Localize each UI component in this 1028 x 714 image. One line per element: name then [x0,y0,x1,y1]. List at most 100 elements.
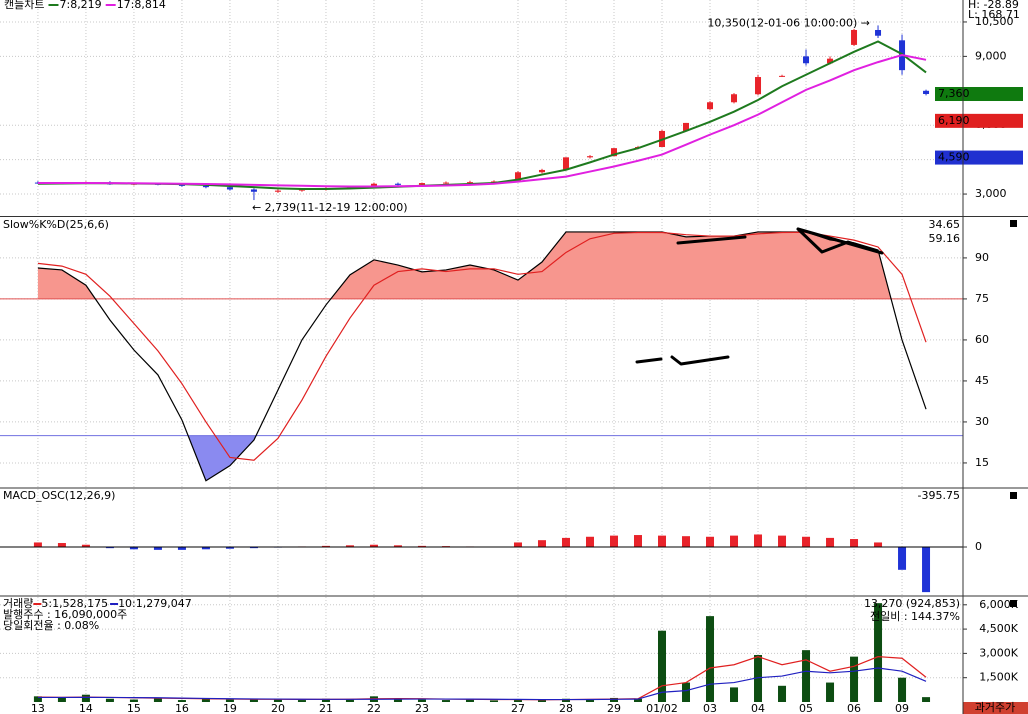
candle-body [226,187,233,190]
candle-body [466,182,473,184]
bar [465,699,474,702]
bar [177,700,186,702]
candle-body [827,58,834,64]
history-button-label[interactable]: 과거주가 [975,701,1015,714]
y-tick-label: 60 [975,333,989,346]
x-tick-label: 06 [847,702,861,714]
x-tick-label: 01/02 [646,702,678,714]
x-tick-label: 23 [415,702,429,714]
bar [682,536,691,548]
close-icon[interactable] [1010,492,1017,499]
candle-body [562,157,569,170]
x-tick-label: 03 [703,702,717,714]
candle-body [755,77,762,95]
info-text: 13,270 (924,853) [864,597,960,610]
info-text: 전일비 : 144.37% [870,609,960,623]
y-tick-label: 1,500K [979,671,1018,684]
bar [225,547,234,549]
x-tick-label: 19 [223,702,237,714]
bar [922,697,931,702]
bar [706,536,715,548]
candle-body [370,183,377,188]
panel: 0 MACD_OSC(12,26,9) -395.75 [0,489,982,593]
price-marker [935,113,1023,128]
bar [57,543,66,548]
bar [850,539,859,548]
bar [850,656,859,702]
bar [417,699,426,702]
y-tick-label: 3,000 [975,187,1007,200]
bar [129,547,138,550]
legend-label: 17:8,814 [117,0,166,11]
bar [826,682,835,702]
level-fill [37,435,927,481]
bar [393,699,402,702]
bar [129,699,138,702]
bar [609,697,618,702]
bar [81,544,90,548]
bar [633,698,642,702]
candle-body [731,94,738,103]
bar [874,603,883,702]
bar [898,547,907,570]
bar [417,545,426,548]
bar [922,547,931,593]
bar [201,547,210,550]
last-value: 34.65 [929,218,961,231]
bar [778,535,787,548]
x-tick-label: 04 [751,702,765,714]
bar [682,682,691,702]
price-marker-label: 7,360 [938,87,970,100]
bar [489,700,498,702]
x-tick-label: 05 [799,702,813,714]
hand-line [796,227,884,255]
bar [33,542,42,548]
bar [297,700,306,702]
history-button[interactable] [963,702,1028,714]
bar [898,677,907,702]
bar [874,542,883,548]
bar [369,544,378,548]
y-tick-label: 30 [975,415,989,428]
bar [105,698,114,702]
x-tick-label: 29 [607,702,621,714]
legend-label: 7:8,219 [59,0,101,11]
bar [730,535,739,548]
bar [802,536,811,548]
bar [537,699,546,702]
x-tick-label: 14 [79,702,93,714]
candle-body [875,29,882,36]
hand-drawings [635,227,884,366]
bar [585,536,594,548]
candle-body [418,183,425,185]
y-tick-label: 6,000K [979,598,1018,611]
bar [345,699,354,702]
x-tick-label: 21 [319,702,333,714]
bar [57,697,66,702]
close-icon[interactable] [1010,220,1017,227]
bar [537,540,546,548]
candle-body [779,75,786,77]
candle-body [178,184,185,186]
close-icon[interactable] [1010,600,1017,607]
price-marker-label: 6,190 [938,114,970,127]
candle-body [490,181,497,183]
candle-body [202,185,209,188]
y-tick-label: 15 [975,456,989,469]
y-tick-label: 90 [975,251,989,264]
bar [225,699,234,702]
hl-info: L: 168.71 [968,8,1020,21]
bar [81,694,90,702]
level-fill [37,231,927,299]
x-tick-label: 09 [895,702,909,714]
bar [706,616,715,702]
bar [441,700,450,702]
x-tick-label: 22 [367,702,381,714]
bar [730,687,739,702]
hand-line [635,357,663,364]
bar [561,698,570,702]
bar [609,535,618,548]
panel: 3,0004,5006,0009,00010,500캔들차트7:8,21917:… [0,0,1023,214]
bar [273,699,282,702]
